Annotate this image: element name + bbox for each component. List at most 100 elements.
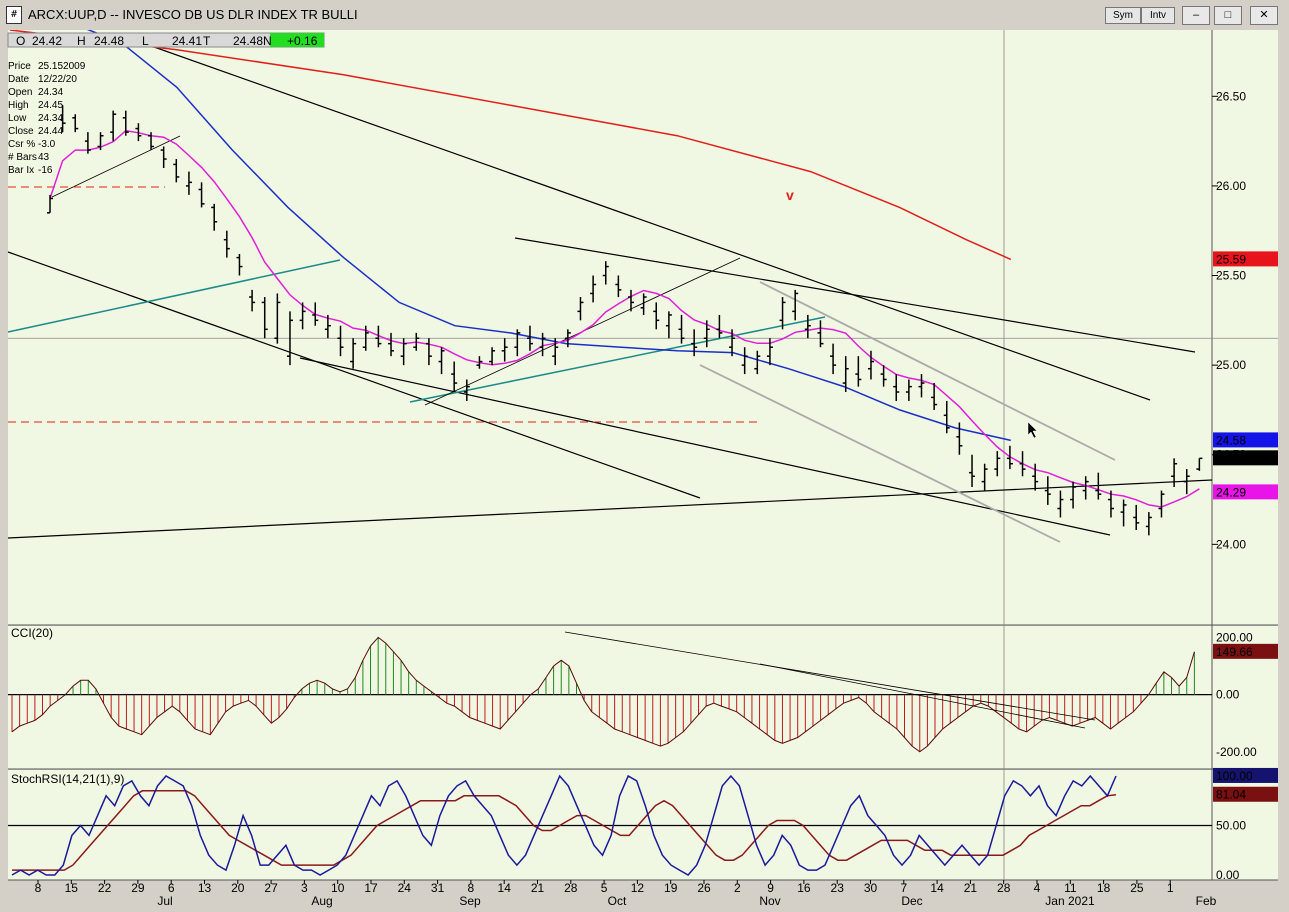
price-bar[interactable] [173,159,180,183]
sym-button[interactable]: Sym [1105,7,1141,24]
price-bar[interactable] [400,338,407,366]
price-bar[interactable] [286,311,293,366]
price-bar[interactable] [1006,445,1013,470]
price-bar[interactable] [160,146,167,168]
intv-button[interactable]: Intv [1141,7,1175,24]
price-bar[interactable] [185,171,192,195]
price-bar[interactable] [312,302,319,326]
price-bar[interactable] [665,311,672,339]
price-bar[interactable] [994,451,1001,477]
cci-trendline[interactable] [564,631,1096,721]
price-bar[interactable] [1057,490,1064,518]
price-bar[interactable] [918,374,925,398]
price-bar[interactable] [564,329,571,348]
price-bar[interactable] [1032,463,1039,491]
price-bar[interactable] [501,338,508,362]
price-bar[interactable] [615,275,622,298]
price-bar[interactable] [97,132,104,151]
price-bar[interactable] [691,329,698,357]
price-bar[interactable] [729,329,736,357]
price-bar[interactable] [678,314,685,344]
price-bar[interactable] [198,182,205,208]
price-bar[interactable] [1171,458,1178,488]
price-bar[interactable] [943,400,950,434]
close-icon[interactable]: ✕ [1250,6,1278,25]
price-bar[interactable] [1158,490,1165,518]
price-bar[interactable] [1183,469,1190,495]
price-bar[interactable] [1082,476,1089,500]
price-bar[interactable] [362,325,369,351]
price-bar[interactable] [931,383,938,410]
price-bar[interactable] [1145,512,1152,536]
price-bar[interactable] [741,347,748,375]
trendline[interactable] [299,357,1111,536]
price-bar[interactable] [514,329,521,357]
trendline[interactable] [7,259,341,333]
cci-trendline[interactable] [759,663,1086,729]
trendline[interactable] [699,364,1061,543]
price-bar[interactable] [1133,504,1140,531]
price-bar[interactable] [1019,451,1026,477]
price-bar[interactable] [855,356,862,387]
price-bar[interactable] [261,297,268,339]
price-bar[interactable] [110,110,117,142]
minimize-icon[interactable]: – [1182,6,1210,25]
price-bar[interactable] [577,297,584,321]
price-bar[interactable] [122,110,129,136]
price-bar[interactable] [489,347,496,366]
price-bar[interactable] [274,293,281,344]
price-bar[interactable] [703,320,710,348]
price-bar[interactable] [236,254,243,276]
price-bar[interactable] [1070,481,1077,509]
trendline[interactable] [409,316,826,403]
trendline[interactable] [7,251,701,499]
price-bar[interactable] [766,338,773,366]
price-bar[interactable] [72,114,79,133]
price-bar[interactable] [640,293,647,315]
price-bar[interactable] [602,261,609,285]
price-panel[interactable] [8,30,1278,625]
price-bar[interactable] [552,338,559,366]
price-bar[interactable] [148,132,155,151]
price-bar[interactable] [84,132,91,154]
price-bar[interactable] [337,325,344,357]
price-bar[interactable] [792,289,799,321]
price-bar[interactable] [653,302,660,330]
price-bar[interactable] [817,320,824,348]
price-bar[interactable] [830,343,837,375]
price-bar[interactable] [249,289,256,312]
trendline[interactable] [759,281,1116,461]
price-bar[interactable] [590,275,597,303]
price-bar[interactable] [463,379,470,401]
price-bar[interactable] [842,356,849,393]
price-bar[interactable] [425,338,432,366]
price-bar[interactable] [375,325,382,348]
price-bar[interactable] [388,332,395,357]
price-bar[interactable] [880,365,887,387]
cci-panel[interactable] [8,626,1278,769]
price-bar[interactable] [867,350,874,380]
trendline[interactable] [514,237,1196,353]
maximize-icon[interactable]: □ [1214,6,1242,25]
price-bar[interactable] [223,230,230,258]
price-bar[interactable] [211,203,218,231]
price-bar[interactable] [804,314,811,339]
trendline[interactable] [7,479,1213,539]
price-bar[interactable] [299,302,306,330]
price-bar[interactable] [350,338,357,369]
price-bar[interactable] [1120,499,1127,527]
price-bar[interactable] [956,422,963,455]
price-bar[interactable] [1196,457,1203,471]
price-bar[interactable] [1107,490,1114,518]
price-bar[interactable] [716,314,723,339]
price-bar[interactable] [476,356,483,369]
price-bar[interactable] [135,123,142,142]
price-bar[interactable] [438,347,445,375]
price-bar[interactable] [539,332,546,357]
price-bar[interactable] [59,105,66,133]
price-bar[interactable] [451,361,458,393]
price-bar[interactable] [893,374,900,401]
price-bar[interactable] [905,379,912,401]
price-bar[interactable] [1095,472,1102,500]
price-bar[interactable] [413,332,420,351]
